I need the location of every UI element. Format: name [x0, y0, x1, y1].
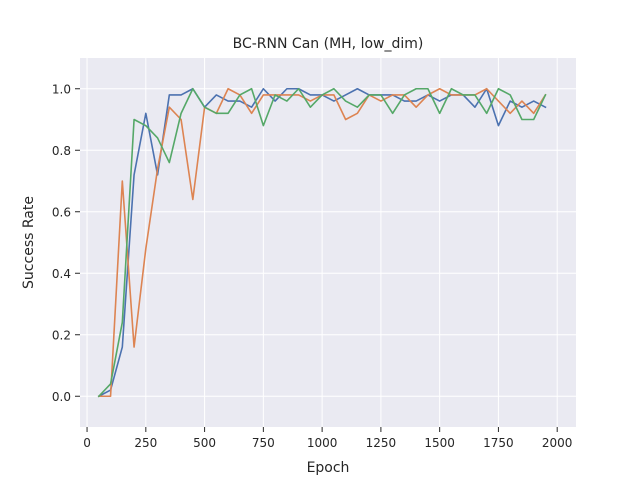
- x-tick-label: 1250: [366, 436, 397, 450]
- x-tick-label: 1750: [483, 436, 514, 450]
- y-tick-label: 0.4: [52, 267, 71, 281]
- x-tick-label: 750: [252, 436, 275, 450]
- y-tick-label: 0.2: [52, 328, 71, 342]
- plot-area: [80, 58, 576, 427]
- x-tick-label: 1000: [307, 436, 338, 450]
- x-tick-label: 0: [83, 436, 91, 450]
- x-tick-label: 1500: [424, 436, 455, 450]
- y-axis-title: Success Rate: [21, 196, 37, 289]
- y-tick-label: 0.6: [52, 205, 71, 219]
- y-tick-label: 1.0: [52, 82, 71, 96]
- x-axis-ticks: 0 250 500 750 1000 1250 1500 1750 2000: [83, 427, 572, 450]
- x-axis-title: Epoch: [307, 460, 350, 476]
- y-axis-ticks: 0.0 0.2 0.4 0.6 0.8 1.0: [52, 82, 80, 404]
- series-line-3: [97, 87, 547, 398]
- y-tick-label: 0.0: [52, 390, 71, 404]
- grid: [80, 58, 576, 427]
- x-tick-label: 500: [193, 436, 216, 450]
- chart-title: BC-RNN Can (MH, low_dim): [233, 36, 424, 52]
- series-layer: [97, 87, 547, 398]
- x-tick-label: 250: [134, 436, 157, 450]
- x-tick-label: 2000: [542, 436, 573, 450]
- y-tick-label: 0.8: [52, 144, 71, 158]
